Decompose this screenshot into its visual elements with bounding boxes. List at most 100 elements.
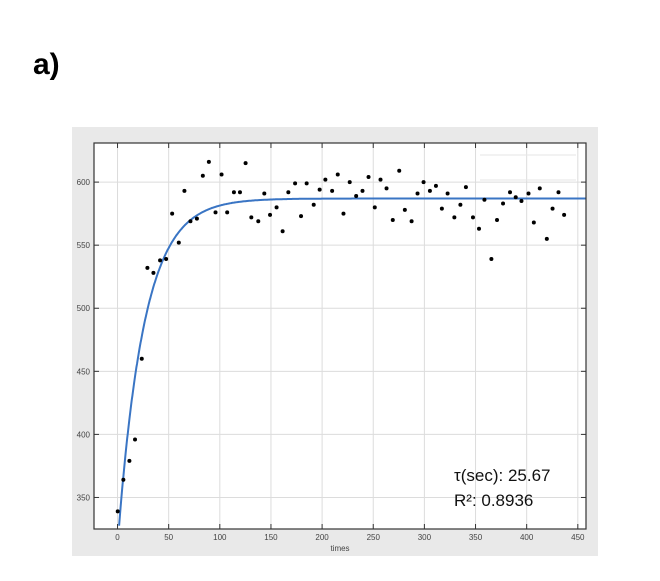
- data-point: [482, 197, 487, 202]
- data-point: [384, 186, 389, 191]
- data-point: [151, 270, 156, 275]
- data-point: [360, 188, 365, 193]
- x-tick-label: 300: [418, 533, 432, 542]
- x-tick-label: 100: [213, 533, 227, 542]
- data-point: [293, 181, 298, 186]
- plot-area: [94, 143, 586, 529]
- data-point: [219, 172, 224, 177]
- data-point: [286, 190, 291, 195]
- x-tick-label: 150: [264, 533, 278, 542]
- data-point: [409, 219, 414, 224]
- x-tick-label: 250: [367, 533, 381, 542]
- data-point: [200, 173, 205, 178]
- y-tick-label: 350: [77, 493, 91, 502]
- data-point: [495, 217, 500, 222]
- plot-frame: [93, 142, 587, 530]
- data-point: [145, 265, 150, 270]
- data-point: [133, 437, 138, 442]
- data-point: [463, 185, 468, 190]
- data-point: [280, 229, 285, 234]
- data-point: [354, 193, 359, 198]
- y-tick-label: 550: [77, 241, 91, 250]
- data-point: [550, 206, 555, 211]
- x-tick-label: 200: [315, 533, 329, 542]
- panel-label: a): [33, 48, 60, 81]
- data-point: [188, 219, 193, 224]
- data-point: [433, 183, 438, 188]
- data-point: [531, 220, 536, 225]
- data-point: [317, 187, 322, 192]
- x-tick-label: 0: [115, 533, 120, 542]
- data-point: [458, 202, 463, 207]
- data-point: [335, 172, 340, 177]
- y-tick-label: 450: [77, 367, 91, 376]
- x-tick-label: 350: [469, 533, 483, 542]
- annotation-tau: τ(sec): 25.67: [454, 466, 550, 485]
- data-point: [537, 186, 542, 191]
- data-point: [390, 217, 395, 222]
- data-point: [421, 180, 426, 185]
- data-point: [519, 199, 524, 204]
- data-point: [452, 215, 457, 220]
- data-point: [323, 177, 328, 182]
- data-point: [274, 205, 279, 210]
- data-point: [556, 190, 561, 195]
- data-point: [164, 257, 169, 262]
- data-point: [249, 215, 254, 220]
- data-point: [402, 207, 407, 212]
- data-point: [489, 257, 494, 262]
- data-point: [415, 191, 420, 196]
- data-point: [562, 212, 567, 217]
- data-point: [182, 188, 187, 193]
- data-point: [427, 188, 432, 193]
- y-tick-label: 600: [77, 178, 91, 187]
- data-point: [477, 226, 482, 231]
- data-point: [330, 188, 335, 193]
- data-point: [397, 168, 402, 173]
- data-point: [378, 177, 383, 182]
- data-point: [158, 258, 163, 263]
- data-point: [445, 191, 450, 196]
- data-point: [372, 205, 377, 210]
- data-point: [508, 190, 513, 195]
- x-tick-label: 450: [571, 533, 585, 542]
- data-point: [439, 206, 444, 211]
- data-point: [256, 219, 261, 224]
- data-point: [127, 458, 132, 463]
- data-point: [225, 210, 230, 215]
- data-point: [366, 175, 371, 180]
- data-point: [513, 195, 518, 200]
- data-point: [268, 212, 273, 217]
- y-tick-label: 500: [77, 304, 91, 313]
- x-tick-label: 50: [164, 533, 173, 542]
- data-point: [243, 161, 248, 166]
- data-point: [115, 509, 120, 514]
- data-point: [194, 216, 199, 221]
- data-point: [544, 236, 549, 241]
- data-point: [501, 201, 506, 206]
- data-point: [304, 181, 309, 186]
- data-point: [262, 191, 267, 196]
- data-point: [139, 356, 144, 361]
- annotation-r2: R²: 0.8936: [454, 491, 533, 510]
- data-points: [115, 159, 567, 514]
- data-point: [526, 191, 531, 196]
- data-point: [470, 215, 475, 220]
- legend-box: [480, 154, 576, 181]
- y-tick-label: 400: [77, 430, 91, 439]
- x-tick-label: 400: [520, 533, 534, 542]
- data-point: [170, 211, 175, 216]
- data-point: [299, 214, 304, 219]
- data-point: [341, 211, 346, 216]
- ticks: 0 50 100 150 200 250 300 350 400 450 350 400 450 500 5…: [77, 143, 586, 542]
- data-point: [311, 202, 316, 207]
- data-point: [121, 477, 126, 482]
- data-point: [176, 240, 181, 245]
- data-point: [213, 210, 218, 215]
- data-point: [206, 159, 211, 164]
- grid: [94, 143, 586, 529]
- fit-curve: [118, 197, 586, 526]
- data-point: [237, 190, 242, 195]
- x-axis-label: times: [330, 544, 349, 553]
